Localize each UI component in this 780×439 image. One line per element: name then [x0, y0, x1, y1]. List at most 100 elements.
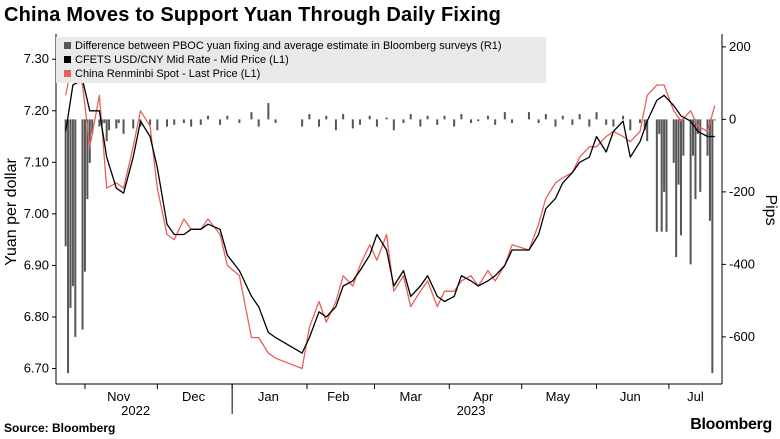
x-year-label: 2022 — [121, 403, 150, 418]
y-right-tick-label: -200 — [729, 184, 755, 199]
fixing-line — [65, 79, 715, 354]
diff-bar — [511, 119, 514, 123]
diff-bar — [115, 119, 118, 129]
diff-bar — [173, 119, 176, 125]
diff-bar — [426, 115, 429, 120]
diff-bar — [460, 113, 463, 120]
y-right-tick-label: -400 — [729, 256, 755, 271]
diff-bar — [308, 113, 311, 120]
diff-bar — [182, 119, 185, 123]
diff-bar — [660, 119, 663, 232]
diff-bar — [105, 119, 108, 142]
diff-bar — [443, 115, 446, 120]
legend-label-diff: Difference between PBOC yuan fixing and … — [75, 40, 502, 52]
chart-ticks: 7.30 7.20 7.10 7.00 6.90 6.80 6.70 200 0 -200 -400… — [24, 39, 755, 418]
y-left-tick-label: 7.00 — [24, 206, 49, 221]
diff-bar — [665, 119, 668, 232]
diff-bar — [69, 119, 72, 308]
diff-bar — [368, 115, 371, 120]
x-month-label: Jun — [620, 389, 641, 404]
diff-bar — [166, 119, 168, 127]
diff-bar — [537, 119, 540, 123]
diff-bar — [71, 119, 74, 287]
diff-bar — [655, 119, 658, 232]
diff-bar — [503, 112, 506, 120]
diff-bar — [342, 113, 345, 120]
diff-bar — [527, 112, 530, 120]
legend-swatch-spot — [64, 70, 71, 77]
diff-bar — [419, 119, 422, 127]
diff-bar — [544, 113, 547, 120]
spot-line — [65, 58, 716, 370]
diff-bar — [351, 119, 354, 129]
legend-swatch-diff — [64, 42, 71, 49]
diff-bar — [334, 119, 337, 131]
diff-bar — [318, 119, 321, 127]
x-month-label: Feb — [327, 389, 349, 404]
diff-bar — [375, 119, 378, 127]
diff-bar — [561, 115, 564, 120]
diff-bar — [486, 115, 489, 120]
diff-bar — [571, 119, 574, 125]
diff-bar — [699, 119, 702, 192]
diff-bar — [81, 119, 84, 330]
diff-bar — [64, 119, 67, 247]
diff-bar — [663, 119, 666, 192]
y-right-tick-label: 200 — [729, 39, 751, 54]
diff-bar — [156, 119, 159, 131]
diff-bar — [98, 119, 101, 127]
x-year-label: 2023 — [457, 403, 486, 418]
diff-bar — [470, 119, 473, 123]
diff-bar — [122, 119, 125, 134]
diff-bar — [612, 119, 615, 127]
x-month-label: Dec — [182, 389, 206, 404]
diff-bar — [638, 119, 641, 123]
x-month-label: May — [546, 389, 571, 404]
diff-bar — [682, 119, 685, 156]
y-left-tick-label: 7.30 — [24, 51, 49, 66]
diff-bar — [713, 119, 716, 121]
legend-label-spot: China Renminbi Spot - Last Price (L1) — [75, 68, 260, 80]
y-right-tick-label: 0 — [729, 111, 736, 126]
diff-bar — [708, 119, 711, 221]
diff-bar — [108, 119, 111, 131]
x-month-label: Mar — [400, 389, 423, 404]
diff-bar — [385, 117, 388, 120]
diff-bar — [679, 119, 682, 236]
diff-bar — [554, 119, 557, 127]
diff-bar — [199, 119, 202, 125]
diff-bar — [646, 119, 649, 142]
legend-background — [56, 37, 546, 83]
diff-bar — [409, 113, 412, 120]
y-right-tick-label: -600 — [729, 329, 755, 344]
diff-bar — [250, 112, 253, 120]
diff-bar — [103, 119, 106, 123]
diff-bar — [219, 119, 222, 125]
diff-bar — [325, 115, 328, 120]
diff-bar — [453, 119, 456, 127]
diff-bar — [694, 119, 697, 200]
bloomberg-logo: Bloomberg — [690, 416, 772, 433]
chart-title: China Moves to Support Yuan Through Dail… — [4, 4, 502, 26]
diff-bar — [711, 119, 714, 374]
diff-bar — [477, 119, 480, 122]
diff-bar — [605, 119, 608, 125]
diff-bars — [64, 103, 716, 374]
y-left-tick-label: 7.20 — [24, 103, 49, 118]
diff-bar — [706, 119, 709, 156]
chart-lines — [65, 58, 716, 370]
diff-bar — [677, 119, 680, 185]
diff-bar — [689, 119, 692, 265]
diff-bar — [83, 119, 86, 272]
diff-bar — [149, 119, 152, 125]
diff-bar — [67, 119, 70, 374]
diff-bar — [436, 119, 439, 125]
x-month-label: Nov — [107, 389, 131, 404]
y-axis-left-title: Yuan per dollar — [3, 158, 20, 266]
diff-bar — [588, 119, 591, 127]
diff-bar — [359, 119, 362, 125]
legend: Difference between PBOC yuan fixing and … — [56, 37, 546, 83]
diff-bar — [643, 119, 646, 131]
diff-bar — [132, 119, 135, 129]
